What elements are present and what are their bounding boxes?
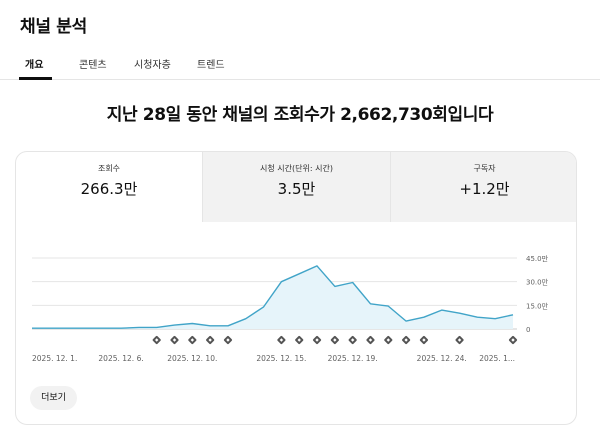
metric-divider [202,152,203,222]
summary-headline: 지난 28일 동안 채널의 조회수가 2,662,730회입니다 [106,105,494,125]
video-marker-icon[interactable] [223,335,233,345]
x-tick-label: 2025. 1... [479,354,515,363]
more-button[interactable]: 더보기 [30,386,77,410]
active-tab-indicator [19,77,52,80]
x-tick-label: 2025. 12. 10. [167,354,217,363]
video-marker-icon[interactable] [366,335,375,345]
video-marker-icon[interactable] [330,335,339,345]
metric-subscribers[interactable]: 구독자 +1.2만 [391,152,576,222]
video-marker-icon[interactable] [312,335,322,345]
metric-watch-time[interactable]: 시청 시간(단위: 시간) 3.5만 [203,152,390,222]
tab-bar: 개요 콘텐츠 시청자층 트렌드 [0,48,600,80]
video-marker-icon[interactable] [206,335,215,345]
analytics-card: 조회수 266.3만 시청 시간(단위: 시간) 3.5만 구독자 +1.2만 … [15,151,577,425]
tab-trends[interactable]: 트렌드 [197,60,225,71]
y-tick-label: 15.0만 [526,301,549,310]
metric-subscribers-label: 구독자 [473,164,496,173]
y-tick-label: 30.0만 [526,278,549,287]
views-area [32,265,513,329]
video-marker-icon[interactable] [384,335,393,345]
metric-watch-time-label: 시청 시간(단위: 시간) [260,164,333,173]
video-marker-icon[interactable] [455,335,464,345]
page-title: 채널 분석 [20,17,87,37]
video-marker-icon[interactable] [152,335,161,345]
video-marker-icon[interactable] [419,335,429,345]
tab-audience[interactable]: 시청자층 [134,60,171,71]
video-marker-icon[interactable] [277,335,286,345]
x-tick-label: 2025. 12. 15. [256,354,306,363]
video-marker-icon[interactable] [508,335,518,345]
metric-views-value: 266.3만 [80,180,138,198]
metric-watch-time-value: 3.5만 [277,180,316,198]
y-tick-label: 0 [526,326,530,334]
metric-divider [390,152,391,222]
metric-subscribers-value: +1.2만 [459,180,510,198]
video-marker-icon[interactable] [188,335,197,345]
x-tick-label: 2025. 12. 19. [328,354,378,363]
y-tick-label: 45.0만 [526,254,549,263]
tab-content[interactable]: 콘텐츠 [79,60,107,71]
metric-tabs: 조회수 266.3만 시청 시간(단위: 시간) 3.5만 구독자 +1.2만 [16,152,576,222]
metric-views[interactable]: 조회수 266.3만 [16,152,202,222]
video-marker-icon[interactable] [170,335,179,345]
x-tick-label: 2025. 12. 24. [417,354,467,363]
x-tick-label: 2025. 12. 1. [32,354,77,363]
tab-overview[interactable]: 개요 [25,60,44,71]
x-tick-label: 2025. 12. 6. [98,354,143,363]
video-marker-icon[interactable] [401,335,411,345]
video-marker-icon[interactable] [295,335,304,345]
metric-views-label: 조회수 [97,164,121,173]
video-marker-icon[interactable] [348,335,357,345]
views-line [32,265,514,329]
